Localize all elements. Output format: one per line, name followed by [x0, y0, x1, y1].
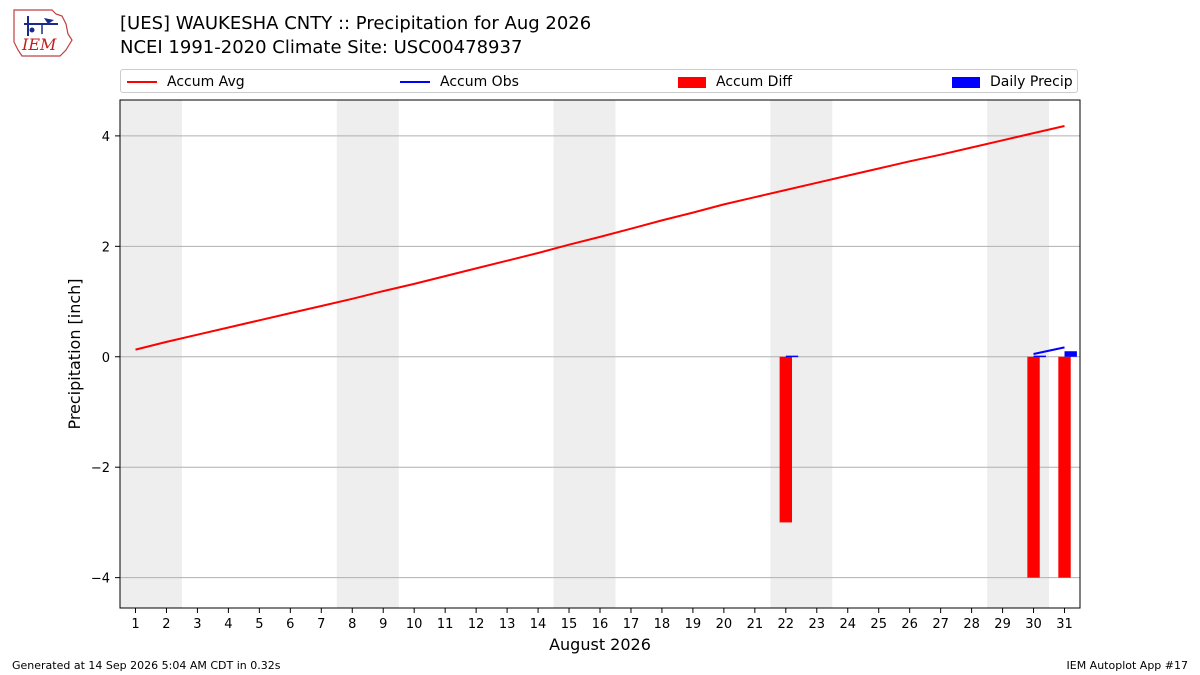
legend-item-daily-precip: Daily Precip	[952, 73, 1073, 91]
y-tick-label: 4	[102, 130, 110, 145]
legend-swatch-accum-obs	[400, 81, 430, 83]
y-tick-label: 2	[102, 240, 110, 255]
x-tick-label: 13	[499, 617, 516, 632]
y-tick-label: −4	[91, 572, 110, 587]
weekend-band	[120, 100, 182, 608]
accum-diff-bar	[1058, 356, 1071, 578]
x-tick-label: 16	[592, 617, 609, 632]
legend-item-accum-diff: Accum Diff	[678, 73, 792, 91]
legend-swatch-accum-avg	[127, 81, 157, 83]
y-tick-label: −2	[91, 461, 110, 476]
chart-subtitle: NCEI 1991-2020 Climate Site: USC00478937	[120, 37, 523, 58]
x-tick-label: 11	[437, 617, 454, 632]
logo-text: IEM	[21, 35, 57, 54]
legend-swatch-daily-precip	[952, 76, 980, 88]
x-tick-label: 7	[317, 617, 325, 632]
x-tick-label: 23	[809, 617, 826, 632]
x-tick-label: 8	[348, 617, 356, 632]
x-tick-label: 5	[255, 617, 263, 632]
weekend-band	[336, 100, 399, 608]
x-tick-label: 18	[654, 617, 671, 632]
x-tick-label: 31	[1056, 617, 1073, 632]
legend-label-daily-precip: Daily Precip	[990, 74, 1073, 90]
x-tick-label: 28	[963, 617, 980, 632]
autoplot-credit: IEM Autoplot App #17	[1066, 659, 1189, 672]
x-tick-label: 3	[193, 617, 201, 632]
x-tick-label: 2	[162, 617, 170, 632]
x-tick-label: 4	[224, 617, 232, 632]
weekend-band	[770, 100, 833, 608]
x-tick-label: 22	[778, 617, 795, 632]
x-tick-label: 6	[286, 617, 294, 632]
daily-precip-bar	[1033, 355, 1046, 358]
legend-item-accum-obs: Accum Obs	[400, 73, 519, 91]
chart-legend: Accum Avg Accum Obs Accum Diff Daily Pre…	[120, 69, 1078, 93]
x-tick-label: 19	[685, 617, 702, 632]
x-axis-label: August 2026	[549, 635, 651, 654]
accum-obs-line	[1033, 346, 1065, 355]
x-tick-label: 17	[623, 617, 640, 632]
x-tick-label: 30	[1025, 617, 1042, 632]
x-tick-label: 15	[561, 617, 578, 632]
legend-label-accum-diff: Accum Diff	[716, 74, 793, 90]
generated-timestamp: Generated at 14 Sep 2026 5:04 AM CDT in …	[12, 659, 281, 672]
x-tick-label: 24	[839, 617, 856, 632]
legend-swatch-accum-diff	[678, 76, 706, 88]
x-tick-label: 29	[994, 617, 1011, 632]
x-tick-label: 26	[901, 617, 918, 632]
accum-diff-bar	[779, 356, 792, 523]
daily-precip-bar	[785, 355, 799, 358]
x-tick-label: 20	[716, 617, 733, 632]
x-tick-label: 9	[379, 617, 387, 632]
x-tick-label: 25	[870, 617, 887, 632]
legend-label-accum-avg: Accum Avg	[167, 74, 245, 90]
x-tick-label: 1	[131, 617, 139, 632]
weekend-band	[553, 100, 616, 608]
y-axis-label: Precipitation [inch]	[65, 278, 84, 429]
daily-precip-bar	[1064, 351, 1077, 357]
x-tick-label: 10	[406, 617, 423, 632]
accum-avg-line	[135, 125, 1065, 351]
y-tick-label: 0	[102, 351, 110, 366]
iem-logo: IEM	[13, 9, 73, 57]
legend-item-accum-avg: Accum Avg	[127, 73, 245, 91]
x-tick-label: 12	[468, 617, 485, 632]
x-tick-label: 27	[932, 617, 949, 632]
x-tick-label: 21	[747, 617, 764, 632]
accum-diff-bar	[1027, 356, 1040, 578]
chart-title: [UES] WAUKESHA CNTY :: Precipitation for…	[120, 13, 592, 34]
x-tick-label: 14	[530, 617, 547, 632]
legend-label-accum-obs: Accum Obs	[440, 74, 519, 90]
